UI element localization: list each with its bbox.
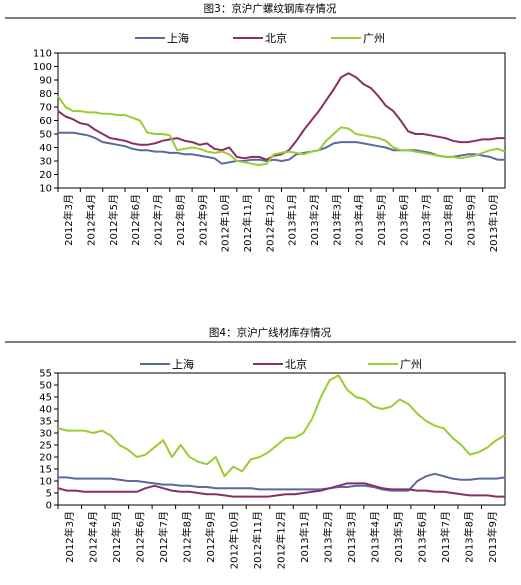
chart-1-xtick-label: 2013年5月 (375, 194, 388, 246)
chart-1-ytick-label: 20 (39, 170, 52, 181)
chart-1-ytick-label: 30 (39, 157, 52, 168)
chart-2-xtick-label: 2013年9月 (486, 511, 499, 563)
chart-2-series-line-2 (57, 374, 506, 478)
chart-1-ytick-label: 90 (39, 76, 52, 87)
chart-2-xtick-label: 2012年9月 (204, 511, 217, 563)
chart-2-ytick-label: 25 (39, 441, 52, 452)
chart-2-xtick-label: 2013年8月 (463, 511, 476, 563)
chart-2-xtick-label: 2012年10月 (227, 511, 240, 569)
chart-2-ytick-label: 35 (39, 417, 52, 428)
chart-1-series-line-2 (57, 95, 506, 167)
chart-1-ytick-label: 80 (39, 89, 52, 100)
chart-2-ytick-label: 10 (39, 477, 52, 488)
chart-1-legend-label-0: 上海 (167, 31, 189, 45)
chart-1-series-line-1 (57, 72, 505, 161)
chart-1-ytick-label: 110 (33, 49, 52, 60)
chart-1-legend-label-1: 北京 (265, 31, 287, 45)
chart-1-xtick-label: 2012年11月 (241, 194, 254, 252)
chart-1-xtick-label: 2013年7月 (420, 194, 433, 246)
chart-2-xtick-label: 2012年11月 (251, 511, 264, 569)
chart-2-xtick-label: 2012年8月 (180, 511, 193, 563)
chart-2-ytick-label: 55 (39, 369, 52, 380)
chart-2-xtick-label: 2013年6月 (416, 511, 429, 563)
chart-2-xtick-label: 2012年6月 (133, 511, 146, 563)
chart-1: 图3：京沪广螺纹钢库存情况 上海 北京 广州 10 20 30 40 50 60 70 80 9… (5, 2, 516, 252)
chart-1-legend: 上海 北京 广州 (135, 31, 385, 45)
chart-1-xtick-label: 2012年3月 (62, 194, 75, 246)
chart-1-xtick-label: 2012年10月 (219, 194, 232, 252)
chart-1-ytick-label: 100 (33, 62, 52, 73)
chart-2-xtick-label: 2012年4月 (86, 511, 99, 563)
chart-1-xtick-label: 2013年8月 (442, 194, 455, 246)
chart-1-xtick-label: 2013年9月 (464, 194, 477, 246)
chart-2-ytick-label: 15 (39, 465, 52, 476)
chart-1-legend-label-2: 广州 (363, 32, 385, 45)
chart-2-xtick-label: 2012年3月 (63, 511, 76, 563)
chart-1-xtick-label: 2012年7月 (152, 194, 165, 246)
chart-1-title: 图3：京沪广螺纹钢库存情况 (204, 2, 337, 15)
chart-2-legend: 上海 北京 广州 (140, 357, 422, 371)
chart-2-ytick-label: 30 (39, 429, 52, 440)
chart-2-ytick-label: 50 (39, 381, 52, 392)
chart-1-xtick-label: 2013年2月 (308, 194, 321, 246)
chart-2: 图4：京沪广线材库存情况 上海 北京 广州 051015202530354045… (5, 326, 516, 569)
chart-2-title: 图4：京沪广线材库存情况 (209, 326, 332, 339)
chart-1-xtick-label: 2012年9月 (196, 194, 209, 246)
chart-2-ytick-label: 40 (39, 405, 52, 416)
chart-1-xtick-label: 2012年6月 (129, 194, 142, 246)
chart-2-legend-label-2: 广州 (400, 358, 422, 371)
chart-2-x-axis: 2012年3月 2012年4月 2012年5月 2012年6月 2012年7月 2012年… (57, 505, 499, 569)
chart-2-xtick-label: 2012年12月 (275, 511, 288, 569)
chart-2-ytick-label: 5 (46, 489, 52, 500)
chart-2-xtick-label: 2013年2月 (322, 511, 335, 563)
chart-2-xtick-label: 2013年5月 (392, 511, 405, 563)
chart-1-xtick-label: 2012年12月 (263, 194, 276, 252)
chart-1-xtick-label: 2013年1月 (286, 194, 299, 246)
chart-2-plot-frame (57, 372, 506, 506)
chart-1-xtick-label: 2013年6月 (397, 194, 410, 246)
chart-1-xtick-label: 2012年8月 (174, 194, 187, 246)
chart-2-series-line-1 (57, 482, 505, 498)
chart-2-xtick-label: 2013年4月 (369, 511, 382, 563)
chart-2-legend-label-1: 北京 (285, 357, 307, 371)
chart-1-ytick-label: 60 (39, 116, 52, 127)
chart-1-xtick-label: 2012年4月 (85, 194, 98, 246)
chart-1-xtick-label: 2013年4月 (353, 194, 366, 246)
chart-2-legend-label-0: 上海 (172, 357, 194, 371)
chart-1-ytick-label: 50 (39, 130, 52, 141)
chart-2-xtick-label: 2012年5月 (110, 511, 123, 563)
chart-1-series (57, 72, 506, 167)
chart-1-ytick-label: 10 (39, 184, 52, 195)
chart-2-series (57, 374, 506, 498)
chart-1-ytick-label: 70 (39, 103, 52, 114)
chart-2-xtick-label: 2013年1月 (298, 511, 311, 563)
chart-2-ytick-label: 20 (39, 453, 52, 464)
chart-1-plot-frame (57, 52, 506, 189)
chart-1-x-axis: 2012年3月 2012年4月 2012年5月 2012年6月 2012年7月 2012年… (57, 188, 500, 252)
chart-1-xtick-label: 2013年10月 (487, 194, 500, 252)
chart-1-series-line-0 (58, 131, 505, 165)
chart-1-xtick-label: 2012年5月 (107, 194, 120, 246)
chart-2-xtick-label: 2013年7月 (439, 511, 452, 563)
chart-1-ytick-label: 40 (39, 143, 52, 154)
chart-2-ytick-label: 0 (46, 501, 52, 512)
chart-2-series-line-0 (58, 472, 506, 492)
chart-1-y-axis: 10 20 30 40 50 60 70 80 90 100 110 (33, 49, 58, 195)
chart-1-xtick-label: 2013年3月 (330, 194, 343, 246)
chart-2-xtick-label: 2013年3月 (345, 511, 358, 563)
chart-2-ytick-label: 45 (39, 393, 52, 404)
chart-2-xtick-label: 2012年7月 (157, 511, 170, 563)
